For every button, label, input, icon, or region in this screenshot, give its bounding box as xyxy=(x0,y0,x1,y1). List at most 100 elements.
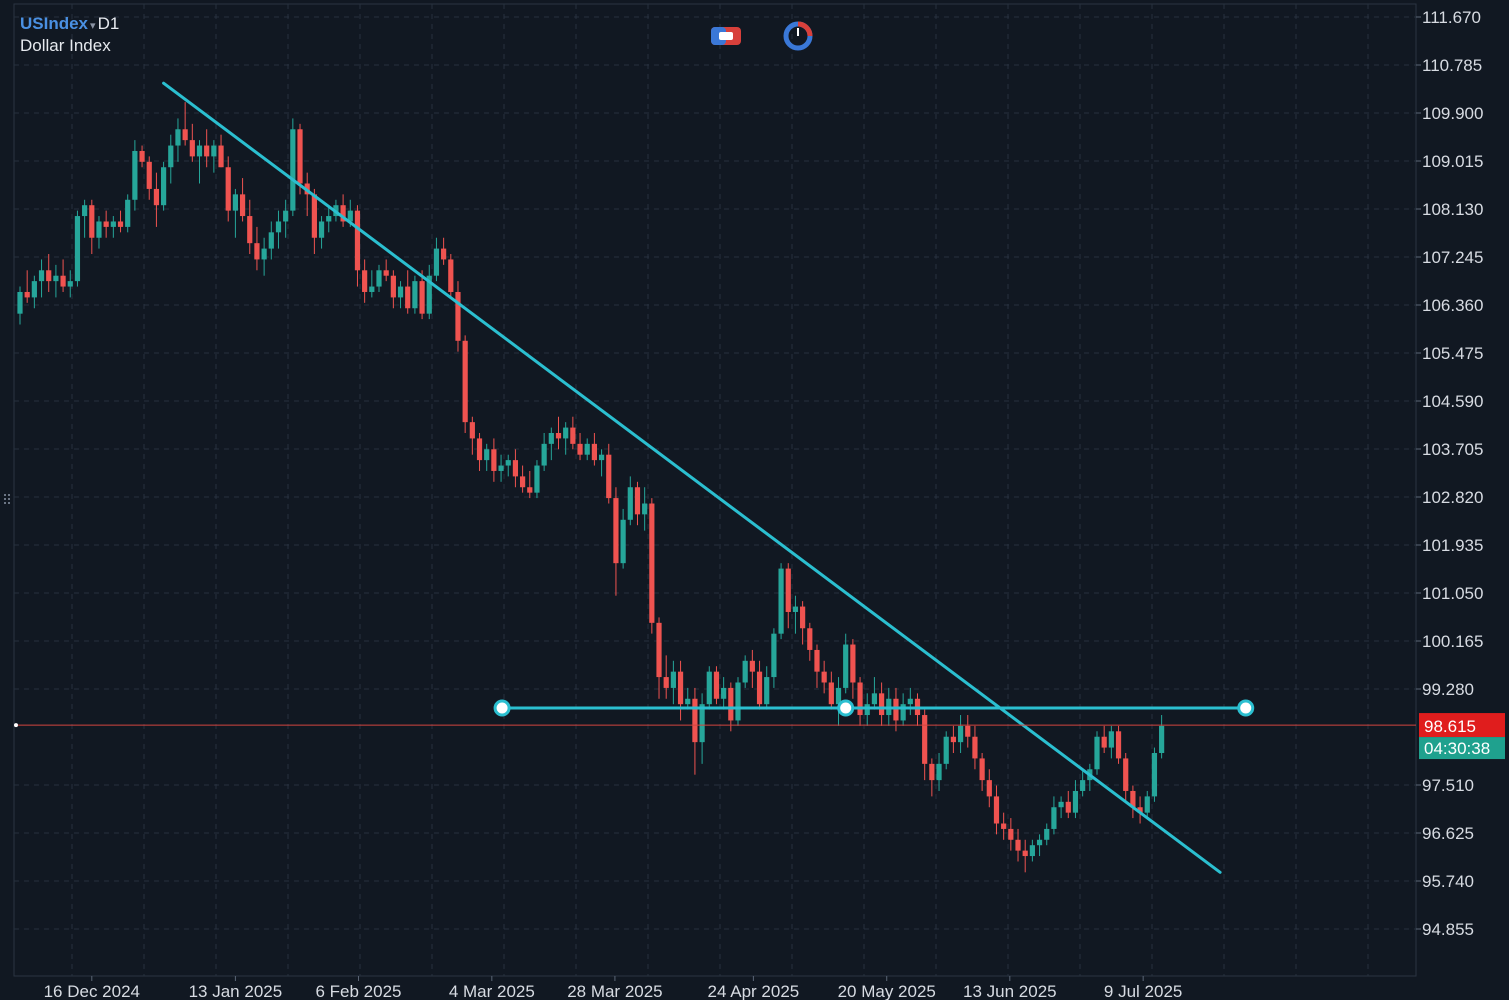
price-axis-label: 109.900 xyxy=(1422,104,1483,123)
bearish-candle xyxy=(979,753,985,791)
line-anchor-handle[interactable] xyxy=(1237,699,1255,717)
line-anchor-handle[interactable] xyxy=(493,699,511,717)
bearish-candle xyxy=(311,188,317,255)
candle-body xyxy=(534,465,540,493)
bearish-candle xyxy=(254,226,260,271)
line-anchor-handle[interactable] xyxy=(837,699,855,717)
candle-body xyxy=(462,340,468,423)
price-axis-label: 100.165 xyxy=(1422,632,1483,651)
candle-body xyxy=(520,476,526,488)
bearish-candle xyxy=(649,498,655,634)
bearish-candle xyxy=(239,178,246,222)
bullish-candle xyxy=(1072,780,1079,819)
bearish-candle xyxy=(857,677,863,726)
bullish-candle xyxy=(706,666,712,710)
magnet-icon[interactable] xyxy=(710,24,742,48)
candle-body xyxy=(268,232,274,249)
timeframe-label[interactable]: D1 xyxy=(97,14,120,33)
bullish-candle xyxy=(53,264,59,298)
bearish-candle xyxy=(555,416,562,450)
candle-body xyxy=(591,443,597,461)
bearish-candle xyxy=(297,123,303,195)
candle-body xyxy=(957,725,964,743)
bullish-candle xyxy=(936,753,942,791)
candle-body xyxy=(405,286,411,309)
bearish-candle xyxy=(24,270,30,303)
bullish-candle xyxy=(1080,769,1086,797)
candle-body xyxy=(835,687,842,705)
candle-body xyxy=(670,671,676,688)
bearish-candle xyxy=(304,172,310,217)
symbol-dropdown-icon[interactable]: ▾ xyxy=(90,20,96,32)
candle-body xyxy=(685,698,691,705)
candle-body xyxy=(1072,790,1079,813)
bullish-candle xyxy=(771,628,777,688)
candle-body xyxy=(663,677,669,688)
time-axis-label: 6 Feb 2025 xyxy=(315,982,401,1000)
candle-body xyxy=(139,150,145,162)
candle-body xyxy=(785,568,791,612)
candle-body xyxy=(1115,731,1122,759)
bearish-candle xyxy=(225,156,231,222)
candle-body xyxy=(713,671,720,699)
bullish-candle xyxy=(541,433,547,471)
candle-body xyxy=(541,443,547,466)
bearish-candle xyxy=(103,210,109,238)
bearish-candle xyxy=(139,145,145,168)
bullish-candle xyxy=(1159,715,1165,759)
bearish-candle xyxy=(189,123,195,162)
candle-body xyxy=(311,194,317,238)
bearish-candle xyxy=(713,666,720,705)
bullish-candle xyxy=(1151,747,1158,802)
candle-body xyxy=(283,210,289,222)
candle-body xyxy=(117,221,124,227)
clock-icon[interactable] xyxy=(782,21,814,51)
bullish-candle xyxy=(168,134,174,184)
candle-body xyxy=(376,270,382,287)
candle-body xyxy=(749,660,755,672)
candle-body xyxy=(326,216,332,222)
bullish-candle xyxy=(1144,790,1150,819)
bullish-candle xyxy=(498,454,504,482)
drawing-layer[interactable] xyxy=(162,81,1255,874)
candle-body xyxy=(505,460,511,466)
symbol-header[interactable]: USIndex ▾ D1 xyxy=(20,13,119,37)
bearish-candle xyxy=(986,769,992,808)
bullish-candle xyxy=(268,221,274,260)
bullish-candle xyxy=(261,237,267,276)
price-axis-label: 95.740 xyxy=(1422,872,1474,891)
bullish-candle xyxy=(275,210,282,249)
bearish-candle xyxy=(577,433,583,461)
candle-body xyxy=(448,259,454,292)
bullish-candle xyxy=(835,677,842,726)
candle-body xyxy=(110,221,116,227)
bearish-candle xyxy=(1137,796,1143,824)
candle-body xyxy=(211,145,217,157)
candle-body xyxy=(620,519,626,564)
bearish-candle xyxy=(1001,812,1007,840)
bullish-candle xyxy=(563,422,569,455)
bearish-candle xyxy=(1123,753,1129,802)
candle-body xyxy=(247,216,253,244)
descending-trendline[interactable] xyxy=(162,81,1222,874)
time-axis-label: 9 Jul 2025 xyxy=(1104,982,1182,1000)
bullish-candle xyxy=(1058,796,1064,819)
bullish-candle xyxy=(397,281,404,309)
candle-body xyxy=(74,216,81,282)
candle-body xyxy=(512,460,519,477)
price-axis-label: 103.705 xyxy=(1422,440,1483,459)
bullish-candle xyxy=(31,275,37,309)
bullish-candle xyxy=(871,677,878,710)
bearish-candle xyxy=(663,655,669,699)
candle-body xyxy=(857,682,863,716)
candle-body xyxy=(728,687,734,721)
symbol-name[interactable]: USIndex xyxy=(20,14,89,33)
panel-resize-handle[interactable] xyxy=(3,492,11,510)
bullish-candle xyxy=(376,264,382,292)
candle-body xyxy=(433,248,440,276)
price-line-handle[interactable] xyxy=(14,723,18,728)
bullish-candle xyxy=(125,194,131,233)
bearish-candle xyxy=(807,622,813,661)
bearish-candle xyxy=(800,601,806,645)
